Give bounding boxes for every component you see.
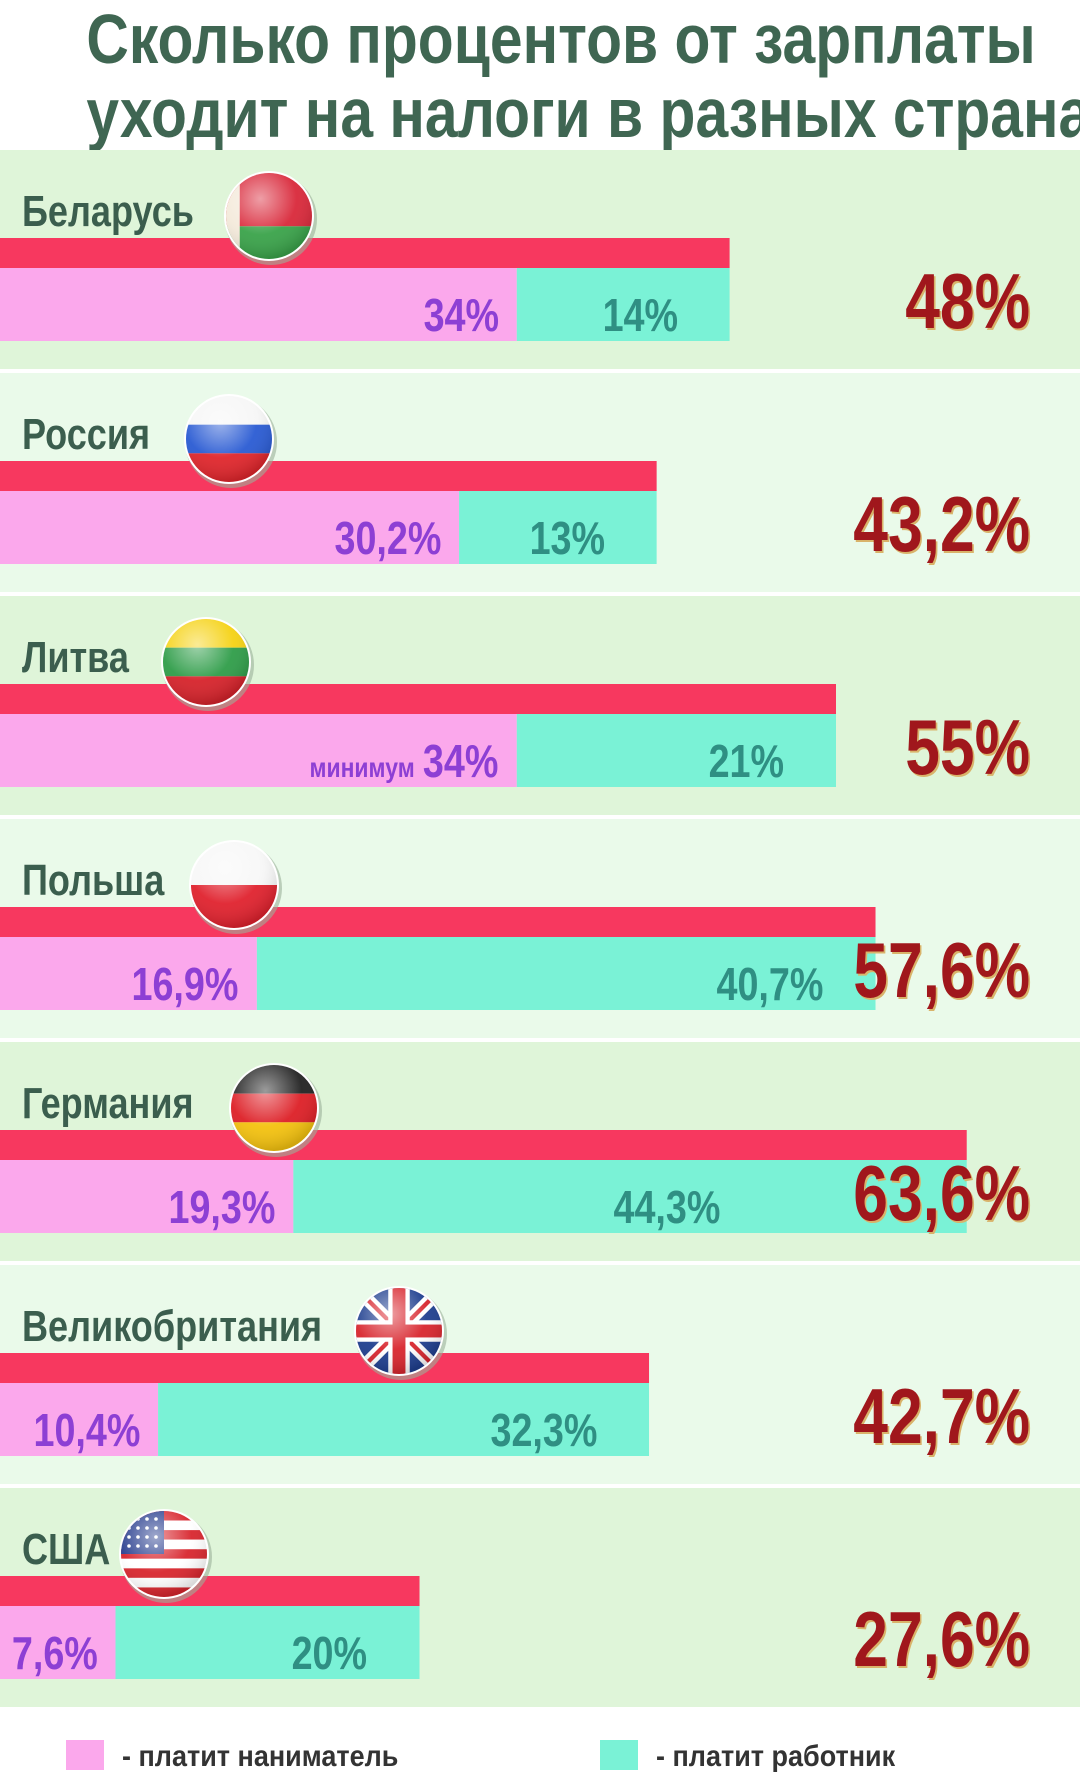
bar-employer — [0, 1606, 116, 1679]
value-label-worker: 21% — [708, 735, 784, 787]
row-divider — [0, 815, 1080, 819]
country-label: Великобритания — [22, 1302, 323, 1351]
value-label-worker: 32,3% — [490, 1404, 598, 1456]
row-divider — [0, 1261, 1080, 1265]
total-label: 63,6% — [853, 1149, 1030, 1237]
total-label: 43,2% — [853, 480, 1030, 568]
bar-worker — [115, 1606, 420, 1679]
legend: - платит наниматель - платит работник — [0, 1720, 1080, 1783]
stacked-bar-chart — [0, 150, 1080, 1711]
value-label-employer: 34% — [423, 289, 499, 341]
value-label-employer: 19,3% — [168, 1181, 276, 1233]
country-label: Беларусь — [22, 187, 194, 236]
value-label-employer: 16,9% — [131, 958, 239, 1010]
country-label: Польша — [22, 856, 165, 905]
bar-employer — [0, 714, 517, 787]
row-divider — [0, 1038, 1080, 1042]
uk-flag-icon — [354, 1286, 447, 1380]
value-label-employer: 30,2% — [334, 512, 442, 564]
bar-worker — [293, 1160, 967, 1233]
value-label-employer: 7,6% — [11, 1627, 98, 1679]
value-label-worker: 14% — [602, 289, 678, 341]
value-label-worker: 40,7% — [716, 958, 824, 1010]
bar-total — [0, 907, 876, 937]
value-label-employer: минимум 34% — [309, 735, 499, 787]
country-label: США — [22, 1525, 111, 1574]
bar-worker — [459, 491, 657, 564]
row-divider — [0, 1707, 1080, 1711]
bar-worker — [256, 937, 876, 1010]
country-label: Германия — [22, 1079, 194, 1128]
bar-worker — [516, 714, 836, 787]
total-label: 48% — [905, 257, 1030, 345]
bar-employer — [0, 1160, 294, 1233]
legend-label-employer: - платит наниматель — [122, 1740, 399, 1773]
bar-total — [0, 1130, 967, 1160]
legend-swatch-employer — [66, 1740, 104, 1770]
chart-title-line-1: Сколько процентов от зарплаты — [86, 0, 1036, 78]
bar-worker — [158, 1383, 650, 1456]
lithuania-flag-icon — [161, 617, 254, 711]
bar-employer — [0, 937, 257, 1010]
bar-total — [0, 238, 730, 268]
bar-employer — [0, 1383, 159, 1456]
total-label: 42,7% — [853, 1372, 1030, 1460]
row-divider — [0, 592, 1080, 596]
total-label: 27,6% — [853, 1595, 1030, 1683]
value-label-worker: 13% — [529, 512, 605, 564]
country-label: Россия — [22, 410, 151, 459]
russia-flag-icon — [184, 394, 277, 488]
value-label-worker: 44,3% — [613, 1181, 720, 1233]
value-label-employer: 10,4% — [33, 1404, 141, 1456]
legend-swatch-worker — [600, 1740, 638, 1770]
row-divider — [0, 1484, 1080, 1488]
usa-flag-icon — [119, 1509, 212, 1603]
belarus-flag-icon — [224, 171, 317, 265]
chart-title: Сколько процентов от зарплаты уходит на … — [0, 0, 1080, 150]
bar-employer — [0, 268, 517, 341]
total-label: 55% — [905, 703, 1030, 791]
legend-label-worker: - платит работник — [656, 1740, 896, 1773]
bar-employer — [0, 491, 460, 564]
total-label: 57,6% — [853, 926, 1030, 1014]
row-divider — [0, 369, 1080, 373]
chart-title-line-2: уходит на налоги в разных странах — [86, 74, 1080, 152]
bar-worker — [516, 268, 730, 341]
bar-total — [0, 684, 836, 714]
note-label: минимум — [309, 752, 416, 783]
value-label-worker: 20% — [292, 1627, 368, 1679]
bar-total — [0, 1353, 650, 1383]
country-label: Литва — [22, 633, 129, 682]
bar-total — [0, 1576, 420, 1606]
bar-total — [0, 461, 657, 491]
